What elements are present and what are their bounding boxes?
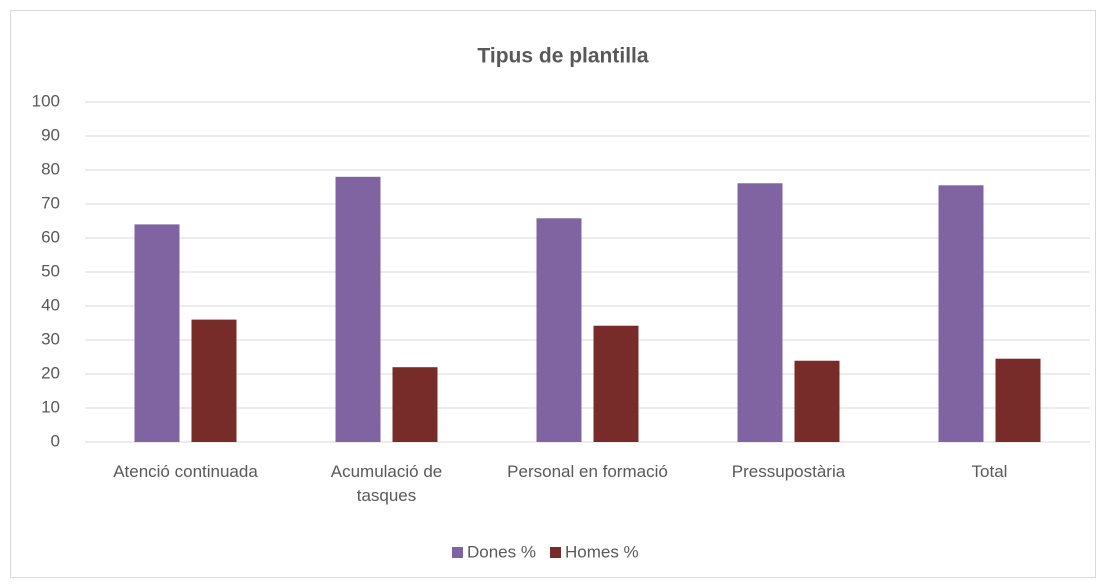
bar [134, 224, 180, 442]
y-tick-label: 10 [41, 397, 60, 416]
x-tick-label: Atenció continuada [113, 462, 258, 481]
y-tick-label: 100 [32, 91, 60, 110]
bar [794, 360, 840, 442]
y-tick-label: 20 [41, 363, 60, 382]
bar [737, 183, 783, 442]
legend-swatch [549, 547, 561, 558]
bar [938, 185, 984, 443]
x-tick-label: Total [971, 462, 1008, 481]
x-tick-label: Acumulació de tasques [330, 462, 443, 505]
y-tick-label: 90 [41, 125, 60, 144]
y-tick-label: 50 [41, 261, 60, 280]
legend-swatch [452, 547, 463, 558]
y-tick-label: 60 [41, 227, 60, 246]
x-tick-label: Personal en formació [507, 462, 668, 481]
bar [191, 319, 237, 442]
bar [536, 218, 582, 442]
y-tick-label: 30 [41, 329, 60, 348]
x-tick-label: Pressupostària [731, 462, 846, 481]
bar [335, 176, 381, 443]
bar [593, 325, 639, 442]
bar [995, 358, 1041, 442]
bar [392, 367, 438, 442]
chart-title: Tipus de plantilla [477, 45, 648, 68]
y-tick-label: 70 [41, 193, 60, 212]
y-tick-label: 0 [51, 431, 60, 450]
legend-label: Dones % [467, 542, 536, 561]
y-tick-label: 40 [41, 295, 60, 314]
legend-label: Homes % [565, 542, 639, 561]
y-tick-label: 80 [41, 159, 60, 178]
